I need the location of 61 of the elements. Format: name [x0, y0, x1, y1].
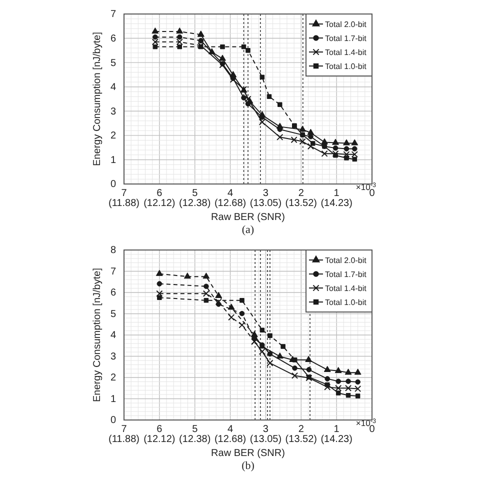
text: (13.52): [285, 198, 317, 209]
legend-label: Total 1.0-bit: [325, 298, 368, 307]
text: (b): [242, 460, 255, 472]
y-tick-label: 5: [110, 58, 116, 69]
y-tick-label: 5: [110, 308, 116, 320]
x-tick-label: 6: [156, 188, 163, 199]
y-tick-label: 6: [110, 288, 116, 299]
y-tick-label: 4: [110, 330, 116, 342]
y-axis-title: Energy Consumption [nJ/byte]: [92, 268, 103, 402]
x-axis-title: Raw BER (SNR): [211, 212, 285, 223]
x-tick-label: 2: [298, 188, 304, 199]
text: (12.38): [179, 434, 211, 445]
y-tick-label: 2: [110, 130, 116, 142]
y-tick-label: 3: [110, 351, 116, 362]
legend-label: Total 1.4-bit: [325, 48, 368, 57]
text: (13.05): [250, 434, 282, 445]
text: (11.88): [108, 434, 140, 445]
legend-label: Total 1.4-bit: [325, 284, 368, 293]
x-tick-label: 1: [334, 188, 340, 199]
x-tick-label: 6: [156, 424, 163, 435]
y-tick-label: 4: [110, 82, 116, 94]
text: (14.23): [320, 198, 352, 209]
text: (12.38): [179, 198, 211, 209]
y-tick-label: 1: [110, 394, 116, 405]
x-tick-label: 5: [192, 424, 198, 435]
legend-label: Total 2.0-bit: [325, 20, 368, 29]
x-tick-label: 0: [369, 188, 376, 199]
text: (12.68): [214, 434, 246, 445]
text: (12.12): [144, 434, 176, 445]
y-tick-label: 0: [110, 179, 116, 190]
y-tick-label: 1: [110, 154, 116, 166]
legend-label: Total 2.0-bit: [325, 256, 368, 265]
y-axis-title: Energy Consumption [nJ/byte]: [92, 32, 103, 166]
x-tick-label: 4: [228, 188, 234, 199]
text: (14.23): [320, 434, 352, 445]
x-tick-label: 7: [121, 424, 128, 435]
x-tick-label: 1: [334, 424, 340, 435]
y-tick-label: 3: [110, 106, 116, 118]
y-tick-label: 6: [110, 33, 116, 44]
text: (12.68): [214, 198, 246, 209]
text: (13.52): [285, 434, 317, 445]
x-tick-label: 5: [192, 188, 198, 199]
x-tick-label: 7: [121, 188, 128, 199]
x-tick-label: 2: [298, 424, 304, 435]
x-tick-label: 4: [228, 424, 234, 435]
text: (11.88): [108, 198, 140, 209]
y-tick-label: 7: [110, 9, 116, 20]
x-axis-title: Raw BER (SNR): [211, 448, 285, 459]
x-tick-label: 0: [369, 424, 376, 435]
legend-label: Total 1.0-bit: [325, 62, 368, 71]
legend-label: Total 1.7-bit: [325, 34, 368, 43]
text: (13.05): [250, 198, 282, 209]
y-tick-label: 0: [110, 415, 116, 426]
y-tick-label: 8: [110, 245, 116, 256]
y-tick-label: 7: [110, 266, 116, 278]
y-tick-label: 2: [110, 372, 116, 384]
legend-label: Total 1.7-bit: [325, 270, 368, 279]
text: (a): [242, 224, 254, 236]
x-tick-label: 3: [262, 188, 269, 199]
text: (12.12): [144, 198, 176, 209]
x-tick-label: 3: [262, 424, 269, 435]
